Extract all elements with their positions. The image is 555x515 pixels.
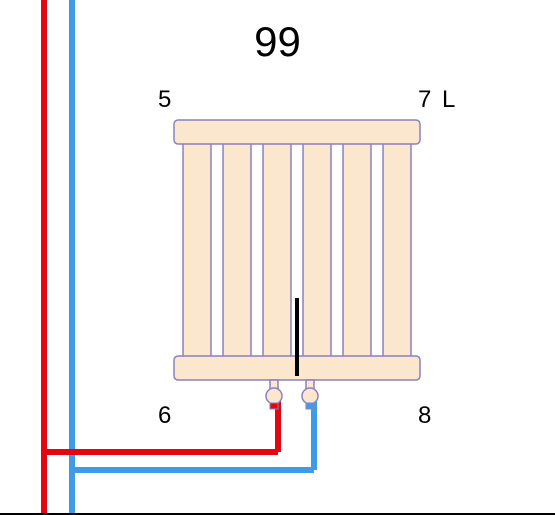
diagram-stage: 99 5 7 L 6 8 xyxy=(0,0,555,515)
piping-diagram xyxy=(0,0,555,515)
